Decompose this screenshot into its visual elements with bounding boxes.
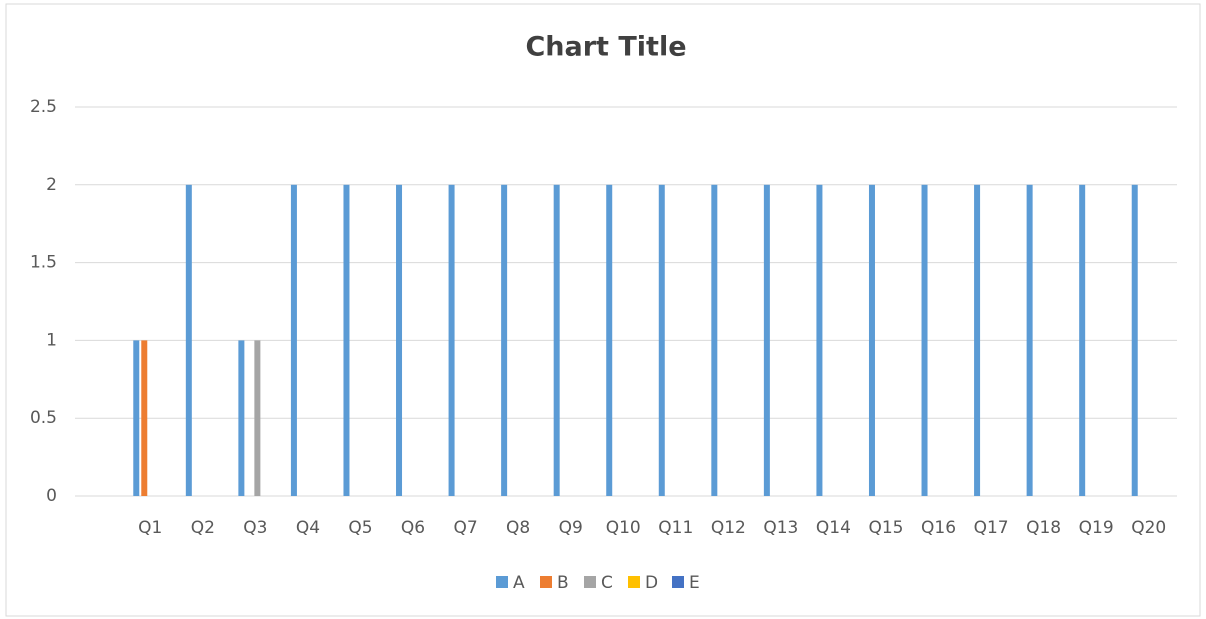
x-tick-label: Q16 [921, 518, 956, 538]
legend-label: E [689, 573, 700, 593]
bar [658, 184, 665, 497]
x-tick-label: Q19 [1079, 518, 1114, 538]
legend-label: D [645, 573, 658, 593]
x-tick-label: Q6 [401, 518, 425, 538]
legend-label: B [557, 573, 569, 593]
bar [816, 184, 823, 497]
bar [185, 184, 192, 497]
bar [290, 184, 297, 497]
y-tick-label: 2.5 [30, 97, 57, 117]
bar [396, 184, 403, 497]
bar [448, 184, 455, 497]
y-tick-label: 0.5 [30, 408, 57, 428]
x-tick-label: Q13 [763, 518, 798, 538]
legend-swatch [628, 576, 640, 588]
bar [254, 340, 261, 496]
legend-swatch [540, 576, 552, 588]
bar [763, 184, 770, 497]
bar [974, 184, 981, 497]
x-tick-label: Q17 [974, 518, 1009, 538]
x-tick-label: Q9 [559, 518, 583, 538]
legend-swatch [496, 576, 508, 588]
y-tick-label: 1.5 [30, 253, 57, 273]
bar [343, 184, 350, 497]
legend-swatch [584, 576, 596, 588]
bar [141, 340, 148, 496]
x-tick-label: Q11 [658, 518, 693, 538]
x-tick-label: Q3 [243, 518, 267, 538]
legend-swatch [672, 576, 684, 588]
y-tick-label: 0 [46, 486, 57, 506]
bar [133, 340, 140, 496]
bar [921, 184, 928, 497]
y-tick-label: 2 [46, 175, 57, 195]
legend-label: A [513, 573, 525, 593]
bar [238, 340, 245, 496]
bar [553, 184, 560, 497]
x-tick-label: Q1 [138, 518, 162, 538]
bar [868, 184, 875, 497]
legend-label: C [601, 573, 613, 593]
x-tick-label: Q4 [296, 518, 320, 538]
bar [711, 184, 718, 497]
x-tick-label: Q5 [348, 518, 372, 538]
chart-title: Chart Title [525, 32, 686, 63]
bar [606, 184, 613, 497]
chart-border [5, 3, 1201, 617]
bar [501, 184, 508, 497]
x-tick-label: Q8 [506, 518, 530, 538]
bar [1026, 184, 1033, 497]
bar [1079, 184, 1086, 497]
y-tick-label: 1 [46, 330, 57, 350]
x-tick-label: Q20 [1131, 518, 1166, 538]
x-tick-label: Q18 [1026, 518, 1061, 538]
x-tick-label: Q12 [711, 518, 746, 538]
bar [1131, 184, 1138, 497]
x-tick-label: Q14 [816, 518, 851, 538]
x-tick-label: Q7 [453, 518, 477, 538]
x-tick-label: Q2 [191, 518, 215, 538]
x-tick-label: Q15 [868, 518, 903, 538]
x-tick-label: Q10 [606, 518, 641, 538]
